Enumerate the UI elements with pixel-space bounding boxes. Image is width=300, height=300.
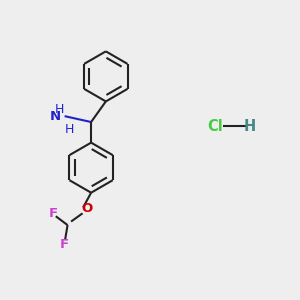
Text: H: H xyxy=(244,119,256,134)
Text: F: F xyxy=(60,238,69,251)
Text: Cl: Cl xyxy=(207,119,223,134)
Text: H: H xyxy=(55,103,64,116)
Text: N: N xyxy=(50,110,61,123)
Text: F: F xyxy=(48,207,57,220)
Text: H: H xyxy=(65,123,75,136)
Text: O: O xyxy=(82,202,93,215)
